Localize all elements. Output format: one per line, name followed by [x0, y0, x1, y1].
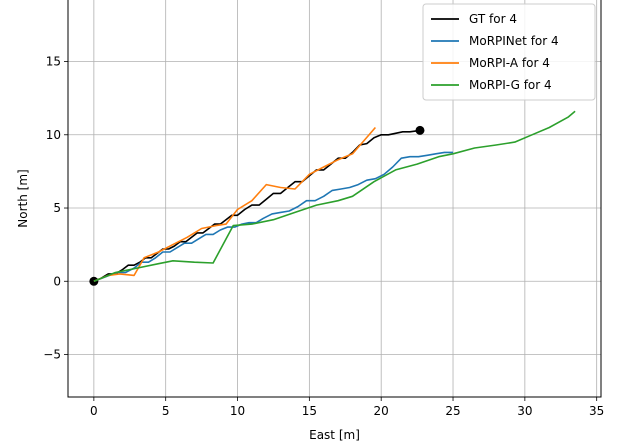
plot-frame	[67, 0, 602, 398]
y-tick-label: 0	[53, 274, 61, 288]
y-tick-label: 5	[53, 201, 61, 215]
legend-box	[422, 3, 596, 101]
y-tick-label: 10	[46, 128, 61, 142]
legend-label: GT for 4	[469, 12, 517, 26]
morpi-g-for-4-line	[93, 110, 576, 283]
y-tick-label: −5	[43, 348, 61, 362]
legend-label: MoRPI-G for 4	[469, 78, 552, 92]
y-axis-title: North [m]	[16, 169, 30, 227]
ticks: 0 5 10 15 20 25 30 35 −5 0 5 10 15	[43, 55, 604, 418]
legend: GT for 4 MoRPINet for 4 MoRPI-A for 4 MoRPI…	[422, 3, 596, 101]
morpi-a-for-4-line	[93, 126, 377, 283]
y-tick-label: 15	[46, 55, 61, 69]
legend-label: MoRPI-A for 4	[469, 56, 550, 70]
x-tick-label: 20	[374, 404, 389, 418]
x-axis-title: East [m]	[309, 428, 360, 442]
endpoint-marker	[89, 276, 99, 286]
series-layer	[89, 110, 576, 286]
x-tick-label: 0	[90, 404, 98, 418]
x-tick-label: 30	[517, 404, 532, 418]
legend-label: MoRPINet for 4	[469, 34, 559, 48]
x-tick-label: 15	[302, 404, 317, 418]
x-tick-label: 5	[162, 404, 170, 418]
x-tick-label: 25	[445, 404, 460, 418]
morpinet-for-4-line	[93, 151, 453, 283]
x-tick-label: 35	[589, 404, 604, 418]
x-tick-label: 10	[230, 404, 245, 418]
endpoint-marker	[415, 125, 425, 135]
